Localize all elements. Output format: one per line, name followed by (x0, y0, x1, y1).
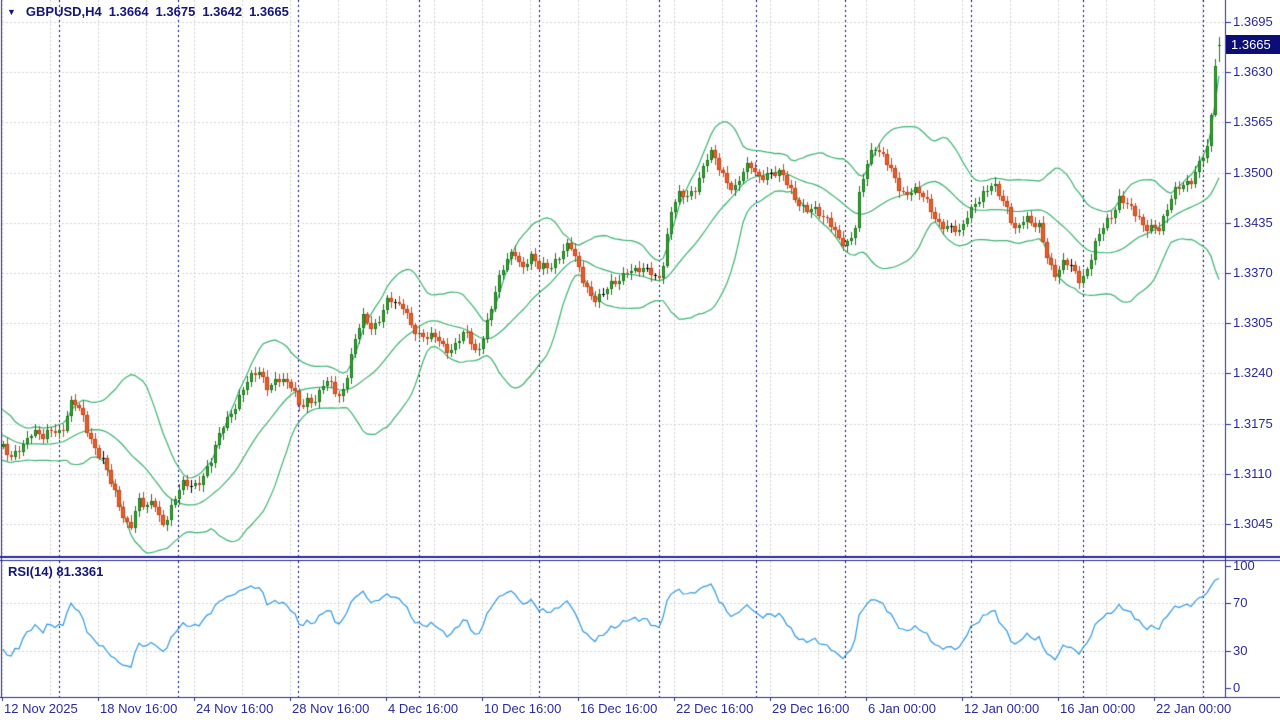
current-price-badge: 1.3665 (1226, 35, 1280, 55)
price-axis-label: 1.3045 (1233, 516, 1273, 531)
time-axis-label: 6 Jan 00:00 (868, 701, 936, 716)
ohlc-low: 1.3642 (202, 4, 243, 19)
rsi-axis-label: 30 (1233, 643, 1248, 659)
rsi-axis-label: 0 (1233, 680, 1241, 695)
rsi-indicator-label: RSI(14) 81.3361 (8, 564, 104, 579)
time-axis-label: 16 Jan 00:00 (1060, 701, 1136, 716)
price-axis-label: 1.3695 (1233, 14, 1273, 29)
price-axis-label: 1.3240 (1233, 365, 1273, 381)
price-axis-label: 1.3435 (1233, 214, 1273, 230)
rsi-axis-label: 100 (1233, 558, 1255, 573)
time-axis-label: 28 Nov 16:00 (292, 701, 370, 716)
price-axis-label: 1.3175 (1233, 415, 1273, 431)
price-axis-label: 1.3500 (1233, 164, 1273, 180)
price-axis-label: 1.3565 (1233, 114, 1273, 130)
time-axis-label: 10 Dec 16:00 (484, 701, 562, 716)
symbol-period-label: GBPUSD,H4 (25, 4, 102, 19)
symbol-dropdown-icon[interactable]: ▼ (7, 6, 16, 17)
rsi-axis-label: 70 (1233, 594, 1248, 610)
time-axis-label: 29 Dec 16:00 (772, 701, 850, 716)
time-axis-label: 16 Dec 16:00 (580, 701, 658, 716)
time-axis-label: 18 Nov 16:00 (100, 701, 178, 716)
price-axis-label: 1.3305 (1233, 315, 1273, 331)
price-axis-label: 1.3110 (1233, 465, 1272, 481)
time-axis-label: 24 Nov 16:00 (196, 701, 274, 716)
price-axis-label: 1.3630 (1233, 64, 1273, 80)
price-axis-label: 1.3370 (1233, 265, 1273, 280)
time-axis-label: 12 Jan 00:00 (964, 701, 1040, 716)
ohlc-close: 1.3665 (249, 4, 289, 19)
chart-title: ▼ GBPUSD,H4 1.3664 1.3675 1.3642 1.3665 (7, 4, 289, 19)
ohlc-high: 1.3675 (155, 4, 196, 19)
time-axis-label: 22 Jan 00:00 (1156, 701, 1232, 716)
time-axis-label: 4 Dec 16:00 (388, 701, 459, 716)
time-axis-label: 22 Dec 16:00 (676, 701, 754, 716)
ohlc-open: 1.3664 (108, 4, 149, 19)
time-axis-label: 12 Nov 2025 (4, 701, 78, 716)
